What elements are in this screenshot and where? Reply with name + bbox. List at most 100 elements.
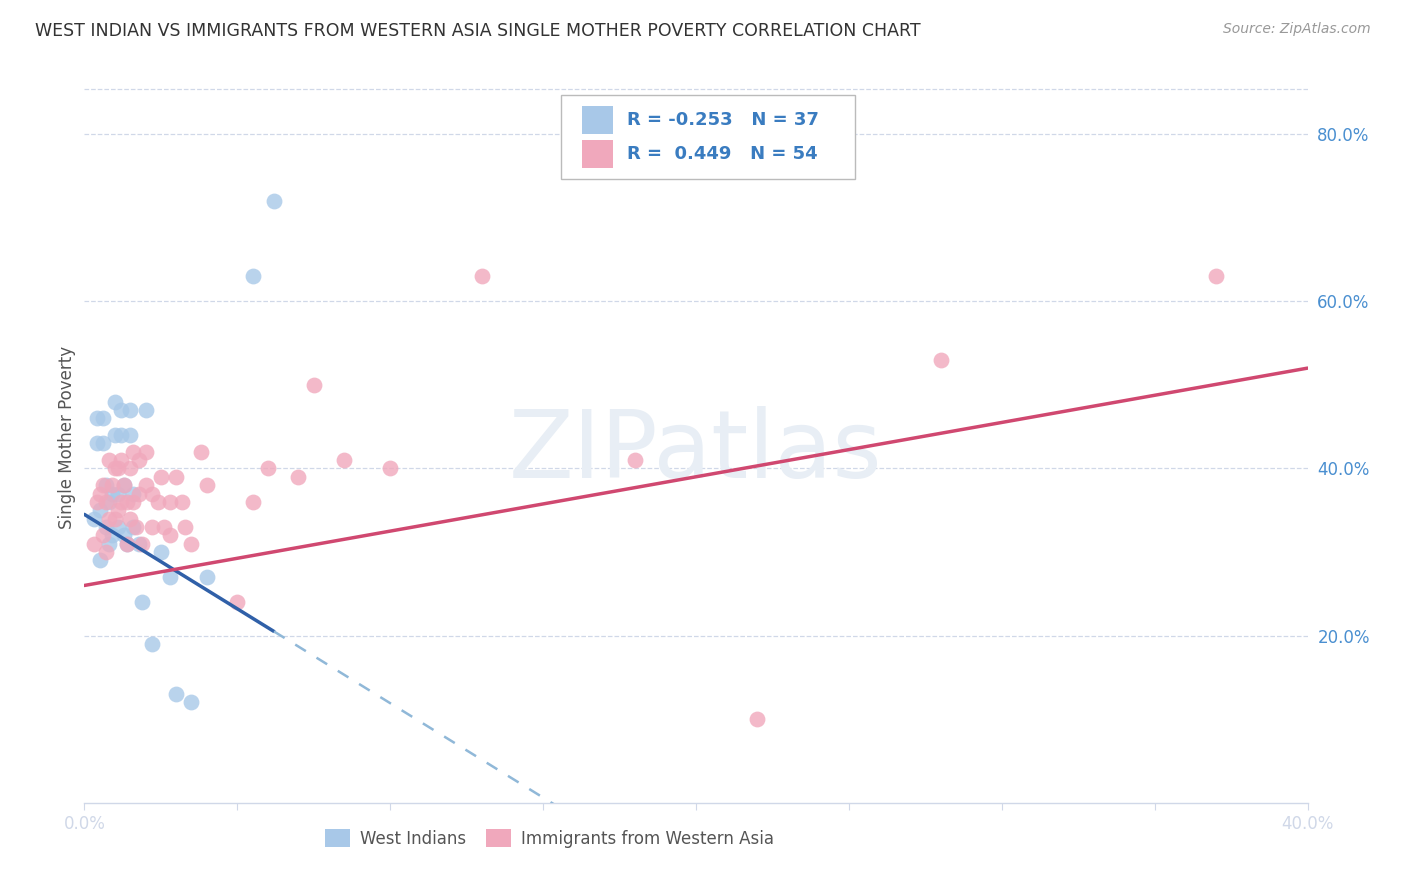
- Point: [115, 536, 138, 550]
- Text: R =  0.449   N = 54: R = 0.449 N = 54: [627, 145, 818, 163]
- Point: [97, 511, 120, 525]
- Point: [165, 470, 187, 484]
- Point: [83, 511, 105, 525]
- Point: [122, 444, 145, 458]
- Point: [107, 486, 129, 500]
- Point: [89, 503, 111, 517]
- Point: [380, 461, 402, 475]
- Text: WEST INDIAN VS IMMIGRANTS FROM WESTERN ASIA SINGLE MOTHER POVERTY CORRELATION CH: WEST INDIAN VS IMMIGRANTS FROM WESTERN A…: [35, 22, 921, 40]
- Point: [91, 528, 114, 542]
- Point: [86, 495, 108, 509]
- Point: [624, 453, 647, 467]
- Point: [159, 528, 181, 542]
- Point: [180, 536, 202, 550]
- Point: [110, 403, 132, 417]
- Point: [115, 495, 138, 509]
- Point: [101, 528, 124, 542]
- Point: [122, 486, 145, 500]
- Point: [89, 486, 111, 500]
- Point: [83, 536, 105, 550]
- Point: [141, 637, 163, 651]
- Point: [128, 536, 150, 550]
- Point: [149, 545, 172, 559]
- Point: [104, 428, 127, 442]
- Point: [302, 377, 325, 392]
- Text: ZIPatlas: ZIPatlas: [509, 406, 883, 498]
- Point: [91, 478, 114, 492]
- Point: [141, 486, 163, 500]
- Point: [146, 495, 169, 509]
- Y-axis label: Single Mother Poverty: Single Mother Poverty: [58, 345, 76, 529]
- Point: [1205, 269, 1227, 284]
- Point: [107, 520, 129, 534]
- Point: [141, 520, 163, 534]
- Point: [747, 712, 769, 726]
- Point: [174, 520, 197, 534]
- Point: [263, 194, 285, 208]
- FancyBboxPatch shape: [582, 140, 613, 168]
- FancyBboxPatch shape: [561, 95, 855, 179]
- Point: [128, 453, 150, 467]
- Point: [333, 453, 356, 467]
- Point: [120, 461, 142, 475]
- Point: [122, 520, 145, 534]
- Point: [120, 428, 142, 442]
- Point: [128, 486, 150, 500]
- Point: [86, 436, 108, 450]
- Point: [115, 536, 138, 550]
- Point: [104, 461, 127, 475]
- Point: [94, 478, 117, 492]
- Text: Source: ZipAtlas.com: Source: ZipAtlas.com: [1223, 22, 1371, 37]
- Point: [226, 595, 249, 609]
- Point: [257, 461, 280, 475]
- Point: [94, 495, 117, 509]
- Point: [165, 687, 187, 701]
- Point: [91, 411, 114, 425]
- Point: [149, 470, 172, 484]
- Point: [91, 436, 114, 450]
- Point: [195, 478, 218, 492]
- Point: [112, 528, 135, 542]
- Point: [471, 269, 494, 284]
- Point: [131, 595, 153, 609]
- Point: [110, 495, 132, 509]
- Point: [107, 461, 129, 475]
- Point: [89, 553, 111, 567]
- Point: [97, 495, 120, 509]
- Point: [135, 444, 157, 458]
- Point: [94, 545, 117, 559]
- Point: [107, 503, 129, 517]
- Point: [104, 394, 127, 409]
- Point: [86, 411, 108, 425]
- Point: [180, 696, 202, 710]
- Point: [112, 478, 135, 492]
- Point: [190, 444, 212, 458]
- Point: [112, 478, 135, 492]
- Point: [929, 352, 952, 367]
- Point: [120, 511, 142, 525]
- Point: [110, 428, 132, 442]
- Point: [104, 511, 127, 525]
- Point: [242, 495, 264, 509]
- Point: [135, 403, 157, 417]
- Point: [101, 486, 124, 500]
- Point: [97, 536, 120, 550]
- Point: [101, 478, 124, 492]
- Point: [110, 453, 132, 467]
- Point: [159, 495, 181, 509]
- Point: [97, 453, 120, 467]
- Point: [172, 495, 194, 509]
- Point: [120, 403, 142, 417]
- Point: [242, 269, 264, 284]
- Legend: West Indians, Immigrants from Western Asia: West Indians, Immigrants from Western As…: [318, 822, 780, 855]
- Point: [131, 536, 153, 550]
- Point: [122, 495, 145, 509]
- Point: [125, 520, 148, 534]
- Text: R = -0.253   N = 37: R = -0.253 N = 37: [627, 111, 820, 128]
- Point: [287, 470, 309, 484]
- Point: [135, 478, 157, 492]
- FancyBboxPatch shape: [582, 106, 613, 134]
- Point: [159, 570, 181, 584]
- Point: [153, 520, 176, 534]
- Point: [94, 520, 117, 534]
